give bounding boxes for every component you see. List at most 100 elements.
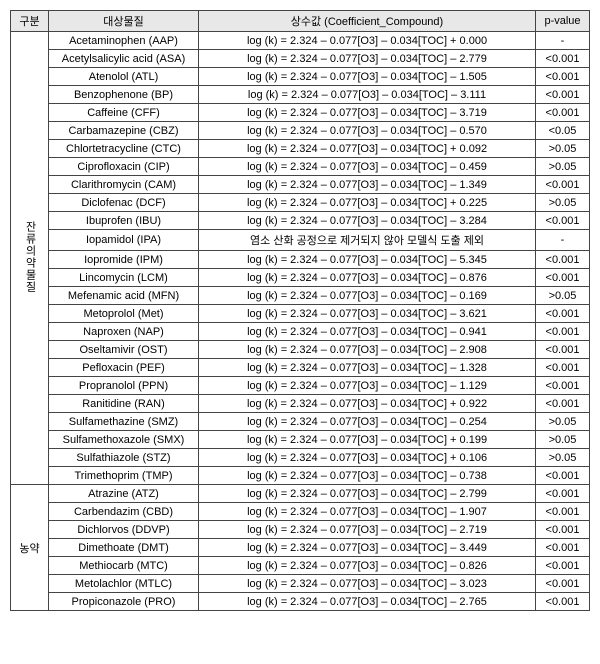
equation-cell: log (k) = 2.324 – 0.077[O3] – 0.034[TOC]… [199,449,536,467]
compound-cell: Propiconazole (PRO) [49,593,199,611]
equation-cell: log (k) = 2.324 – 0.077[O3] – 0.034[TOC]… [199,485,536,503]
equation-cell: log (k) = 2.324 – 0.077[O3] – 0.034[TOC]… [199,50,536,68]
compound-cell: Sulfathiazole (STZ) [49,449,199,467]
compound-cell: Iopamidol (IPA) [49,230,199,251]
pvalue-cell: >0.05 [536,431,590,449]
table-row: Caffeine (CFF)log (k) = 2.324 – 0.077[O3… [11,104,590,122]
table-row: Carbendazim (CBD)log (k) = 2.324 – 0.077… [11,503,590,521]
pvalue-cell: >0.05 [536,194,590,212]
equation-cell: log (k) = 2.324 – 0.077[O3] – 0.034[TOC]… [199,305,536,323]
compound-cell: Caffeine (CFF) [49,104,199,122]
pvalue-cell: <0.001 [536,341,590,359]
equation-cell: log (k) = 2.324 – 0.077[O3] – 0.034[TOC]… [199,323,536,341]
table-header-row: 구분 대상물질 상수값 (Coefficient_Compound) p-val… [11,11,590,32]
pvalue-cell: <0.001 [536,467,590,485]
table-row: Methiocarb (MTC)log (k) = 2.324 – 0.077[… [11,557,590,575]
compound-cell: Acetaminophen (AAP) [49,32,199,50]
table-row: Propranolol (PPN)log (k) = 2.324 – 0.077… [11,377,590,395]
equation-cell: log (k) = 2.324 – 0.077[O3] – 0.034[TOC]… [199,593,536,611]
pvalue-cell: <0.001 [536,323,590,341]
equation-cell: log (k) = 2.324 – 0.077[O3] – 0.034[TOC]… [199,539,536,557]
pvalue-cell: - [536,32,590,50]
equation-cell: log (k) = 2.324 – 0.077[O3] – 0.034[TOC]… [199,359,536,377]
compound-cell: Atenolol (ATL) [49,68,199,86]
pvalue-cell: >0.05 [536,287,590,305]
group-cell: 잔류의약물질 [11,32,49,485]
compound-cell: Atrazine (ATZ) [49,485,199,503]
compound-cell: Carbamazepine (CBZ) [49,122,199,140]
table-row: Sulfamethoxazole (SMX)log (k) = 2.324 – … [11,431,590,449]
compound-cell: Trimethoprim (TMP) [49,467,199,485]
pvalue-cell: <0.001 [536,557,590,575]
equation-cell: log (k) = 2.324 – 0.077[O3] – 0.034[TOC]… [199,212,536,230]
pvalue-cell: <0.001 [536,50,590,68]
compound-cell: Oseltamivir (OST) [49,341,199,359]
equation-cell: log (k) = 2.324 – 0.077[O3] – 0.034[TOC]… [199,194,536,212]
header-equation: 상수값 (Coefficient_Compound) [199,11,536,32]
pvalue-cell: <0.001 [536,176,590,194]
equation-cell: log (k) = 2.324 – 0.077[O3] – 0.034[TOC]… [199,140,536,158]
compound-cell: Pefloxacin (PEF) [49,359,199,377]
pvalue-cell: <0.001 [536,212,590,230]
table-row: Dichlorvos (DDVP)log (k) = 2.324 – 0.077… [11,521,590,539]
pvalue-cell: <0.001 [536,359,590,377]
equation-cell: 염소 산화 공정으로 제거되지 않아 모델식 도출 제외 [199,230,536,251]
table-row: Iopromide (IPM)log (k) = 2.324 – 0.077[O… [11,251,590,269]
pvalue-cell: <0.001 [536,104,590,122]
equation-cell: log (k) = 2.324 – 0.077[O3] – 0.034[TOC]… [199,158,536,176]
compound-cell: Naproxen (NAP) [49,323,199,341]
compound-cell: Metoprolol (Met) [49,305,199,323]
compound-cell: Ranitidine (RAN) [49,395,199,413]
equation-cell: log (k) = 2.324 – 0.077[O3] – 0.034[TOC]… [199,521,536,539]
table-row: Benzophenone (BP)log (k) = 2.324 – 0.077… [11,86,590,104]
table-row: Oseltamivir (OST)log (k) = 2.324 – 0.077… [11,341,590,359]
table-row: Sulfamethazine (SMZ)log (k) = 2.324 – 0.… [11,413,590,431]
table-row: Pefloxacin (PEF)log (k) = 2.324 – 0.077[… [11,359,590,377]
table-row: Diclofenac (DCF)log (k) = 2.324 – 0.077[… [11,194,590,212]
table-row: Propiconazole (PRO)log (k) = 2.324 – 0.0… [11,593,590,611]
pvalue-cell: <0.001 [536,269,590,287]
table-row: Dimethoate (DMT)log (k) = 2.324 – 0.077[… [11,539,590,557]
table-row: Atenolol (ATL)log (k) = 2.324 – 0.077[O3… [11,68,590,86]
equation-cell: log (k) = 2.324 – 0.077[O3] – 0.034[TOC]… [199,503,536,521]
pvalue-cell: <0.001 [536,503,590,521]
table-row: Trimethoprim (TMP)log (k) = 2.324 – 0.07… [11,467,590,485]
compound-cell: Sulfamethazine (SMZ) [49,413,199,431]
equation-cell: log (k) = 2.324 – 0.077[O3] – 0.034[TOC]… [199,86,536,104]
pvalue-cell: <0.001 [536,575,590,593]
table-row: Lincomycin (LCM)log (k) = 2.324 – 0.077[… [11,269,590,287]
equation-cell: log (k) = 2.324 – 0.077[O3] – 0.034[TOC]… [199,287,536,305]
pvalue-cell: <0.001 [536,485,590,503]
header-category: 구분 [11,11,49,32]
table-row: 잔류의약물질Acetaminophen (AAP)log (k) = 2.324… [11,32,590,50]
equation-cell: log (k) = 2.324 – 0.077[O3] – 0.034[TOC]… [199,377,536,395]
equation-cell: log (k) = 2.324 – 0.077[O3] – 0.034[TOC]… [199,269,536,287]
equation-cell: log (k) = 2.324 – 0.077[O3] – 0.034[TOC]… [199,251,536,269]
compound-cell: Lincomycin (LCM) [49,269,199,287]
pvalue-cell: <0.001 [536,593,590,611]
compound-cell: Dichlorvos (DDVP) [49,521,199,539]
table-row: Metolachlor (MTLC)log (k) = 2.324 – 0.07… [11,575,590,593]
equation-cell: log (k) = 2.324 – 0.077[O3] – 0.034[TOC]… [199,176,536,194]
compound-cell: Ciprofloxacin (CIP) [49,158,199,176]
compound-cell: Methiocarb (MTC) [49,557,199,575]
pvalue-cell: >0.05 [536,158,590,176]
equation-cell: log (k) = 2.324 – 0.077[O3] – 0.034[TOC]… [199,575,536,593]
compound-cell: Carbendazim (CBD) [49,503,199,521]
compound-cell: Propranolol (PPN) [49,377,199,395]
equation-cell: log (k) = 2.324 – 0.077[O3] – 0.034[TOC]… [199,413,536,431]
table-row: Naproxen (NAP)log (k) = 2.324 – 0.077[O3… [11,323,590,341]
equation-cell: log (k) = 2.324 – 0.077[O3] – 0.034[TOC]… [199,122,536,140]
header-compound: 대상물질 [49,11,199,32]
group-cell: 농약 [11,485,49,611]
table-row: Ibuprofen (IBU)log (k) = 2.324 – 0.077[O… [11,212,590,230]
compound-cell: Dimethoate (DMT) [49,539,199,557]
pvalue-cell: >0.05 [536,413,590,431]
compound-cell: Chlortetracycline (CTC) [49,140,199,158]
pvalue-cell: <0.001 [536,539,590,557]
pvalue-cell: >0.05 [536,140,590,158]
table-row: Acetylsalicylic acid (ASA)log (k) = 2.32… [11,50,590,68]
compound-cell: Benzophenone (BP) [49,86,199,104]
equation-cell: log (k) = 2.324 – 0.077[O3] – 0.034[TOC]… [199,467,536,485]
pvalue-cell: <0.001 [536,86,590,104]
